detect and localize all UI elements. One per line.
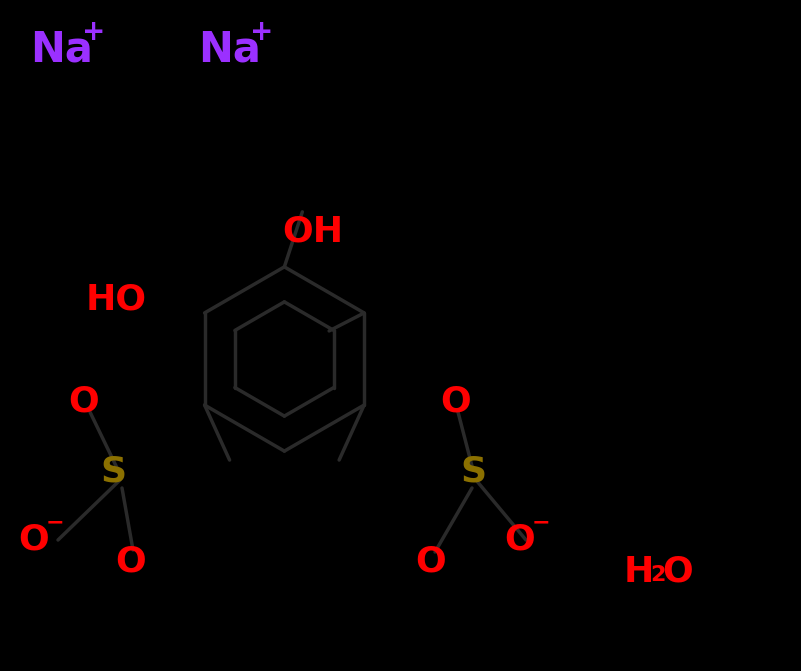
Text: OH: OH	[282, 215, 343, 249]
Text: O: O	[68, 385, 99, 419]
Text: 2: 2	[650, 565, 666, 585]
Text: −: −	[532, 512, 550, 532]
Text: O: O	[662, 555, 693, 589]
Text: O: O	[18, 522, 49, 556]
Text: Na: Na	[30, 28, 93, 70]
Text: −: −	[46, 512, 65, 532]
Text: Na: Na	[198, 28, 261, 70]
Text: HO: HO	[86, 283, 147, 317]
Text: O: O	[504, 522, 535, 556]
Text: O: O	[415, 545, 445, 579]
Text: O: O	[115, 545, 146, 579]
Text: S: S	[460, 454, 486, 488]
Text: O: O	[440, 385, 471, 419]
Text: S: S	[100, 454, 126, 488]
Text: +: +	[82, 18, 106, 46]
Text: +: +	[250, 18, 273, 46]
Text: H: H	[624, 555, 654, 589]
